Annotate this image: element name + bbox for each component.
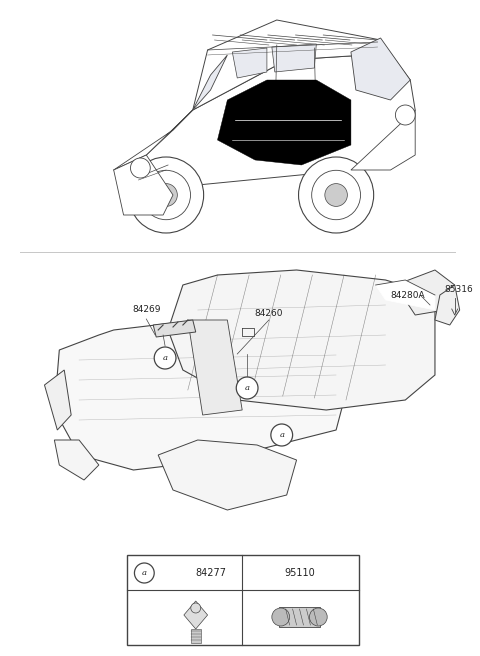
Polygon shape — [351, 38, 410, 100]
Polygon shape — [54, 440, 99, 480]
Polygon shape — [351, 110, 415, 170]
Polygon shape — [193, 20, 410, 110]
Text: a: a — [279, 431, 284, 439]
Polygon shape — [188, 320, 242, 415]
Circle shape — [325, 184, 348, 207]
Bar — [279, 607, 320, 627]
Circle shape — [271, 424, 293, 446]
Circle shape — [134, 563, 154, 583]
Text: a: a — [163, 354, 168, 362]
Text: 95110: 95110 — [284, 568, 315, 578]
Text: 85316: 85316 — [445, 285, 474, 295]
Polygon shape — [168, 270, 435, 410]
Polygon shape — [184, 601, 207, 629]
Circle shape — [272, 608, 289, 626]
Bar — [127, 555, 359, 645]
Polygon shape — [158, 440, 297, 510]
Polygon shape — [45, 370, 71, 430]
Circle shape — [312, 171, 360, 220]
Polygon shape — [114, 55, 415, 185]
Circle shape — [129, 157, 204, 233]
Circle shape — [155, 184, 177, 207]
Polygon shape — [376, 280, 435, 310]
Circle shape — [131, 158, 150, 178]
Polygon shape — [396, 270, 455, 315]
Circle shape — [191, 603, 201, 613]
Circle shape — [299, 157, 373, 233]
Circle shape — [396, 105, 415, 125]
Circle shape — [154, 347, 176, 369]
Text: a: a — [142, 569, 147, 577]
Text: 84269: 84269 — [132, 306, 160, 314]
Text: 84277: 84277 — [195, 568, 226, 578]
Polygon shape — [114, 110, 193, 170]
Circle shape — [142, 171, 191, 220]
Text: a: a — [245, 384, 250, 392]
Polygon shape — [153, 320, 196, 337]
Polygon shape — [435, 285, 460, 325]
Text: 84280A: 84280A — [390, 291, 425, 300]
Text: 84260: 84260 — [254, 308, 283, 318]
Polygon shape — [191, 629, 201, 643]
Polygon shape — [114, 155, 173, 215]
Polygon shape — [193, 55, 228, 110]
Circle shape — [236, 377, 258, 399]
Polygon shape — [232, 48, 267, 78]
Polygon shape — [272, 44, 316, 72]
Circle shape — [310, 608, 327, 626]
Polygon shape — [217, 80, 351, 165]
Polygon shape — [54, 320, 356, 470]
